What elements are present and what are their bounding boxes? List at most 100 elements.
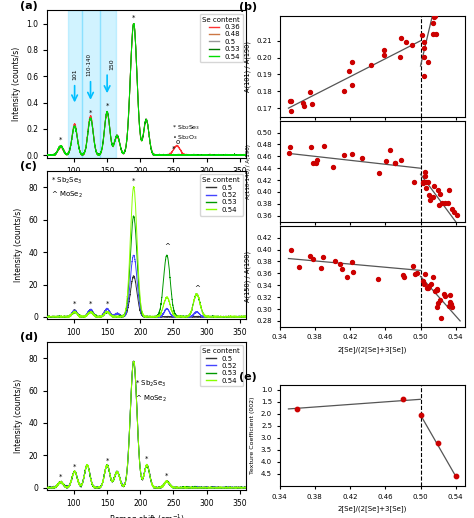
- Point: [426, 196, 434, 204]
- Point: [308, 99, 316, 108]
- Point: [435, 186, 442, 194]
- Point: [397, 155, 405, 164]
- Point: [430, 13, 438, 21]
- Point: [420, 280, 428, 289]
- Text: *: *: [145, 456, 149, 462]
- Point: [410, 178, 418, 186]
- Legend: 0.5, 0.52, 0.53, 0.54: 0.5, 0.52, 0.53, 0.54: [200, 175, 243, 215]
- Point: [433, 303, 440, 311]
- Point: [312, 159, 319, 167]
- Text: o: o: [175, 139, 180, 145]
- Point: [287, 107, 295, 115]
- Text: * Sb$_2$Se$_3$: * Sb$_2$Se$_3$: [172, 123, 201, 132]
- Point: [429, 273, 437, 281]
- Point: [310, 159, 317, 167]
- Point: [419, 178, 427, 186]
- Text: * Sb$_2$Se$_3$: * Sb$_2$Se$_3$: [135, 379, 166, 390]
- Point: [410, 262, 417, 270]
- Point: [432, 12, 439, 20]
- Point: [391, 159, 399, 167]
- Point: [349, 267, 357, 276]
- Point: [417, 411, 424, 419]
- Y-axis label: A(110-140) / A(190): A(110-140) / A(190): [246, 144, 251, 198]
- Point: [299, 99, 307, 108]
- Text: $\circ$ Sb$_2$O$_3$: $\circ$ Sb$_2$O$_3$: [172, 134, 198, 142]
- Text: 101: 101: [72, 68, 77, 80]
- Text: (d): (d): [19, 333, 37, 342]
- Y-axis label: Intensity (counts/s): Intensity (counts/s): [14, 208, 23, 282]
- Point: [293, 405, 301, 413]
- Point: [340, 87, 347, 95]
- Text: *: *: [59, 473, 63, 480]
- Point: [386, 146, 393, 154]
- Point: [319, 252, 327, 261]
- Point: [429, 30, 437, 38]
- Point: [307, 143, 315, 151]
- Text: *: *: [59, 137, 63, 143]
- Point: [306, 88, 314, 96]
- Point: [396, 53, 404, 61]
- Point: [331, 257, 338, 266]
- Text: (a): (a): [19, 1, 37, 11]
- Point: [420, 71, 428, 80]
- Point: [358, 154, 366, 162]
- Point: [408, 41, 416, 50]
- Text: *: *: [105, 301, 109, 307]
- Point: [344, 273, 351, 281]
- Point: [329, 163, 337, 171]
- Point: [419, 178, 427, 186]
- Point: [425, 191, 433, 199]
- Y-axis label: Texture Coefficient (002): Texture Coefficient (002): [250, 397, 255, 474]
- Text: *: *: [105, 457, 109, 464]
- Point: [338, 265, 346, 273]
- Point: [421, 168, 428, 177]
- Point: [320, 142, 328, 150]
- Point: [420, 53, 428, 61]
- Point: [438, 198, 446, 207]
- Point: [336, 261, 344, 269]
- Point: [420, 38, 428, 46]
- Point: [399, 270, 406, 279]
- Point: [423, 283, 430, 292]
- Point: [422, 178, 430, 186]
- Point: [374, 275, 382, 283]
- Text: *: *: [132, 178, 136, 184]
- Point: [348, 58, 356, 66]
- Point: [436, 296, 444, 304]
- Point: [444, 199, 452, 207]
- Point: [447, 300, 455, 309]
- Point: [340, 151, 347, 159]
- Text: *: *: [105, 103, 109, 109]
- Point: [429, 193, 437, 202]
- Bar: [82, 10, 100, 158]
- Point: [452, 472, 459, 480]
- Point: [424, 284, 431, 293]
- Point: [285, 149, 293, 157]
- X-axis label: Raman shift (cm$^{-1}$): Raman shift (cm$^{-1}$): [109, 342, 185, 355]
- Point: [430, 182, 438, 191]
- Point: [433, 286, 440, 294]
- Y-axis label: A(101) / A(190): A(101) / A(190): [244, 40, 251, 92]
- Point: [449, 303, 456, 311]
- Text: *: *: [89, 301, 92, 307]
- Point: [424, 178, 432, 186]
- Text: *: *: [89, 110, 92, 116]
- Point: [402, 38, 410, 47]
- Point: [434, 298, 442, 307]
- Text: ^: ^: [164, 243, 170, 249]
- Bar: [100, 10, 116, 158]
- Legend: 0.36, 0.48, 0.5, 0.53, 0.54: 0.36, 0.48, 0.5, 0.53, 0.54: [200, 14, 243, 62]
- Y-axis label: Intensity (counts/s): Intensity (counts/s): [12, 47, 21, 121]
- Point: [433, 285, 440, 294]
- Point: [456, 224, 463, 233]
- Point: [381, 46, 388, 54]
- Point: [434, 438, 442, 447]
- Point: [317, 264, 325, 272]
- Y-axis label: Intensity (counts/s): Intensity (counts/s): [14, 379, 23, 453]
- Point: [445, 186, 453, 194]
- Point: [420, 44, 428, 52]
- Point: [380, 51, 387, 59]
- Point: [442, 292, 449, 300]
- Text: (b): (b): [239, 3, 257, 12]
- Point: [436, 190, 444, 198]
